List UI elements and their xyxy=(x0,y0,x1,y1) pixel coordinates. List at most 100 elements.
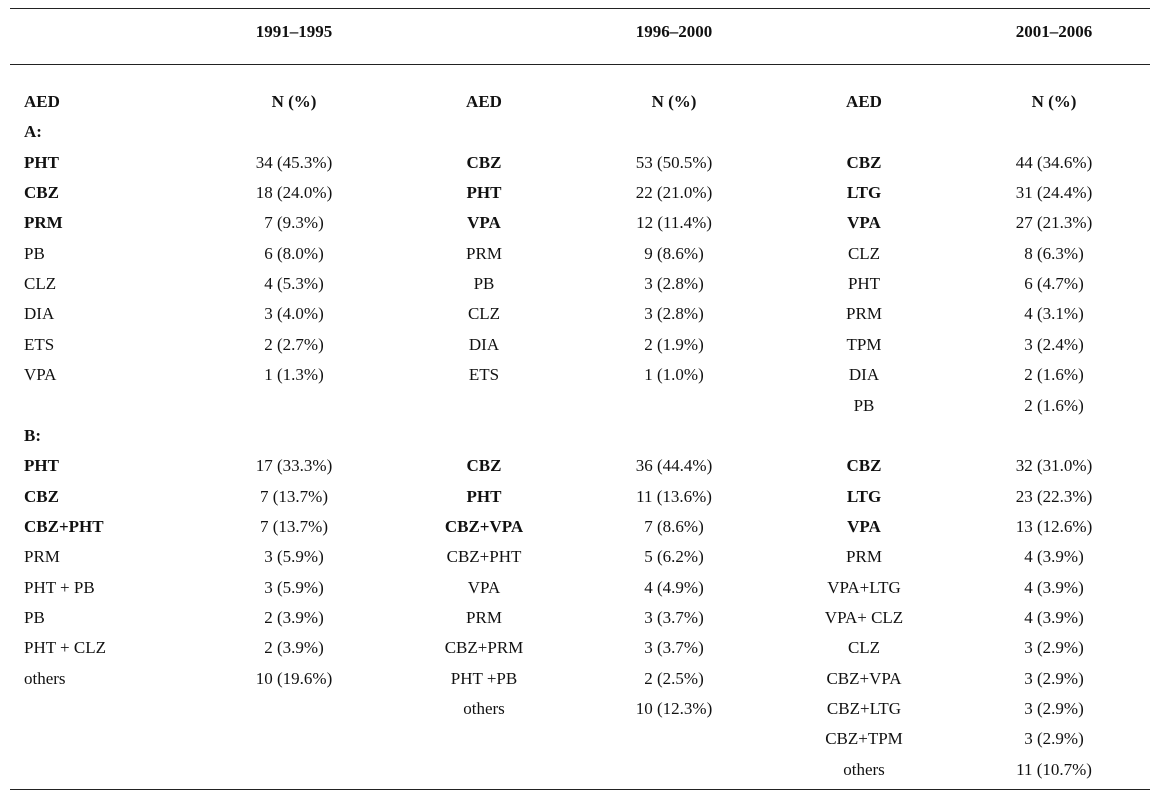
n-percent-cell: 3 (2.9%) xyxy=(1024,638,1084,658)
aed-cell: VPA xyxy=(24,365,57,385)
aed-cell: others xyxy=(24,668,66,688)
aed-cell: ETS xyxy=(24,334,55,354)
aed-cell: DIA xyxy=(468,334,500,354)
aed-cell: others xyxy=(843,759,885,779)
aed-cell: PB xyxy=(24,243,45,263)
n-percent-cell: 3 (2.9%) xyxy=(1024,699,1084,718)
n-percent-cell: 1 (1.3%) xyxy=(264,365,324,385)
n-percent-cell: 3 (2.8%) xyxy=(644,304,704,324)
top-rule xyxy=(10,8,1150,9)
aed-cell: PHT xyxy=(466,486,502,506)
n-percent-cell: 11 (10.7%) xyxy=(1016,759,1092,779)
aed-cell: DIA xyxy=(848,365,880,385)
aed-cell: CBZ xyxy=(846,456,882,476)
n-percent-cell: 34 (45.3%) xyxy=(255,152,333,172)
section-label: A: xyxy=(24,122,42,142)
aed-cell: LTG xyxy=(846,486,882,506)
aed-cell: PHT xyxy=(847,274,881,294)
section-label: B: xyxy=(24,425,41,445)
n-percent-column-header: N (%) xyxy=(651,92,697,111)
n-percent-cell: 3 (3.7%) xyxy=(644,638,704,658)
n-percent-cell: 4 (3.9%) xyxy=(1024,577,1084,597)
aed-cell: DIA xyxy=(24,304,55,324)
n-percent-cell: 2 (3.9%) xyxy=(264,607,324,627)
aed-cell: CBZ xyxy=(846,152,882,172)
n-percent-column-header: N (%) xyxy=(271,92,317,111)
n-percent-cell: 31 (24.4%) xyxy=(1015,183,1093,203)
aed-column-header: AED xyxy=(466,92,502,111)
n-percent-cell: 1 (1.0%) xyxy=(644,365,704,385)
aed-cell: VPA+LTG xyxy=(827,577,901,597)
n-percent-cell: 2 (1.9%) xyxy=(644,334,704,354)
n-percent-cell: 4 (4.9%) xyxy=(644,577,704,597)
header-rule xyxy=(10,64,1150,65)
aed-cell: PRM xyxy=(466,243,502,263)
n-percent-cell: 22 (21.0%) xyxy=(635,183,713,203)
n-percent-cell: 2 (2.5%) xyxy=(644,668,704,688)
n-percent-cell: 11 (13.6%) xyxy=(636,486,712,506)
period-header-3: 2001–2006 xyxy=(1015,22,1093,41)
aed-cell: CBZ xyxy=(466,152,502,172)
aed-cell: TPM xyxy=(846,334,882,354)
aed-cell: PRM xyxy=(24,213,63,233)
n-percent-cell: 44 (34.6%) xyxy=(1015,152,1093,172)
n-percent-cell: 2 (2.7%) xyxy=(264,334,324,354)
aed-cell: CLZ xyxy=(847,243,881,263)
aed-cell: PHT + PB xyxy=(24,577,95,597)
n-percent-cell: 4 (3.9%) xyxy=(1024,607,1084,627)
n-percent-cell: 3 (2.4%) xyxy=(1024,334,1084,354)
n-percent-cell: 7 (9.3%) xyxy=(264,213,324,233)
n-percent-cell: 3 (2.9%) xyxy=(1024,668,1084,688)
period-header-2: 1996–2000 xyxy=(635,22,713,41)
n-percent-cell: 10 (19.6%) xyxy=(255,668,333,688)
aed-cell: CLZ xyxy=(467,304,501,324)
aed-cell: PHT xyxy=(466,183,502,203)
n-percent-cell: 2 (3.9%) xyxy=(264,638,324,658)
n-percent-cell: 2 (1.6%) xyxy=(1024,395,1084,415)
aed-cell: CBZ+PHT xyxy=(24,516,104,536)
aed-cell: PHT xyxy=(24,456,59,476)
n-percent-cell: 7 (13.7%) xyxy=(260,486,328,506)
n-percent-cell: 10 (12.3%) xyxy=(635,699,713,718)
n-percent-cell: 13 (12.6%) xyxy=(1015,516,1093,536)
n-percent-cell: 23 (22.3%) xyxy=(1015,486,1093,506)
aed-cell: VPA xyxy=(467,577,501,597)
aed-cell: PHT + CLZ xyxy=(24,638,107,658)
aed-cell: CBZ+TPM xyxy=(825,729,903,749)
aed-cell: CBZ xyxy=(466,456,502,476)
n-percent-cell: 9 (8.6%) xyxy=(644,243,704,263)
aed-cell: VPA+ CLZ xyxy=(824,607,904,627)
n-percent-cell: 7 (13.7%) xyxy=(260,516,328,536)
aed-cell: VPA xyxy=(847,516,881,536)
n-percent-cell: 3 (5.9%) xyxy=(264,547,324,567)
aed-cell: LTG xyxy=(846,183,882,203)
n-percent-cell: 5 (6.2%) xyxy=(644,547,704,567)
aed-cell: CBZ+LTG xyxy=(826,699,902,718)
n-percent-cell: 6 (8.0%) xyxy=(264,243,324,263)
n-percent-cell: 4 (3.1%) xyxy=(1024,304,1084,324)
aed-cell: PHT +PB xyxy=(450,668,518,688)
aed-cell: VPA xyxy=(847,213,881,233)
n-percent-cell: 36 (44.4%) xyxy=(635,456,713,476)
n-percent-cell: 7 (8.6%) xyxy=(644,516,704,536)
n-percent-column-header: N (%) xyxy=(1031,92,1077,111)
aed-cell: PB xyxy=(24,607,45,627)
n-percent-cell: 3 (3.7%) xyxy=(644,607,704,627)
period-header-1: 1991–1995 xyxy=(255,22,333,41)
n-percent-cell: 3 (4.0%) xyxy=(264,304,324,324)
aed-cell: PB xyxy=(853,395,875,415)
aed-cell: PRM xyxy=(466,607,502,627)
aed-cell: PRM xyxy=(846,547,882,567)
n-percent-cell: 27 (21.3%) xyxy=(1015,213,1093,233)
aed-cell: others xyxy=(463,699,505,718)
n-percent-cell: 12 (11.4%) xyxy=(636,213,712,233)
aed-cell: CLZ xyxy=(24,274,57,294)
aed-cell: PRM xyxy=(846,304,882,324)
n-percent-cell: 2 (1.6%) xyxy=(1024,365,1084,385)
n-percent-cell: 3 (2.8%) xyxy=(644,274,704,294)
n-percent-cell: 4 (5.3%) xyxy=(264,274,324,294)
aed-cell: CLZ xyxy=(847,638,881,658)
n-percent-cell: 3 (2.9%) xyxy=(1024,729,1084,749)
aed-cell: CBZ+PHT xyxy=(446,547,522,567)
